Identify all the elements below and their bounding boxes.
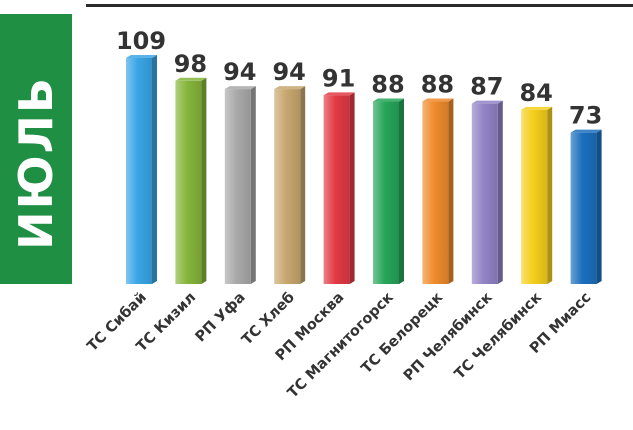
- value-label-5: 88: [371, 71, 404, 99]
- bar-side-8: [547, 106, 553, 284]
- bar-side-5: [399, 98, 404, 284]
- bar-4: [323, 95, 350, 284]
- value-label-4: 91: [322, 64, 355, 92]
- bar-side-1: [201, 77, 207, 284]
- bar-side-2: [250, 86, 256, 284]
- bar-1: [175, 80, 202, 284]
- bar-2: [224, 89, 251, 284]
- bar-side-7: [497, 100, 503, 284]
- month-band: ИЮЛЬ: [0, 14, 72, 284]
- bar-6: [422, 101, 449, 284]
- bar-top-0: [126, 55, 157, 58]
- bar-5: [373, 101, 399, 284]
- bar-side-3: [300, 86, 306, 284]
- value-label-0: 109: [116, 27, 166, 55]
- value-label-8: 84: [519, 79, 552, 107]
- value-label-3: 94: [272, 58, 305, 86]
- bar-top-3: [274, 86, 306, 90]
- bar-side-6: [448, 98, 454, 284]
- bar-top-8: [521, 106, 553, 110]
- top-divider: [86, 4, 633, 7]
- bar-top-2: [224, 86, 256, 90]
- bar-top-6: [422, 98, 454, 102]
- bar-3: [274, 89, 301, 284]
- bar-7: [471, 103, 498, 284]
- bar-side-9: [596, 129, 602, 284]
- bar-top-7: [471, 100, 503, 104]
- category-label-8: ТС Челябинск: [452, 289, 545, 382]
- bar-top-4: [323, 92, 355, 96]
- value-label-6: 88: [421, 71, 454, 99]
- bar-0: [126, 58, 152, 284]
- value-label-7: 87: [470, 73, 503, 101]
- value-label-2: 94: [223, 58, 256, 86]
- bar-8: [521, 109, 548, 284]
- bar-side-0: [152, 55, 157, 284]
- value-label-9: 73: [569, 102, 602, 130]
- category-label-7: РП Челябинск: [401, 289, 496, 384]
- bar-top-1: [175, 77, 207, 81]
- bar-9: [570, 132, 597, 284]
- bar-top-9: [570, 129, 602, 133]
- bar-top-5: [373, 98, 404, 102]
- value-label-1: 98: [174, 50, 207, 78]
- bar-side-4: [349, 92, 355, 284]
